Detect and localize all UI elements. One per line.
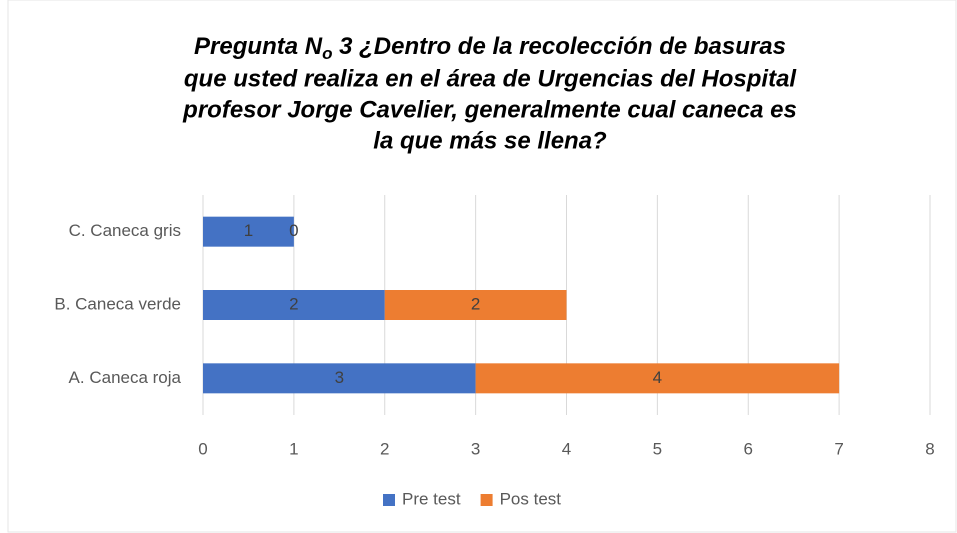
bar-segment (384, 290, 567, 320)
x-tick-label: 6 (744, 439, 753, 458)
legend-label: Pre test (402, 489, 461, 508)
data-label: 3 (335, 368, 344, 387)
x-tick-label: 5 (653, 439, 662, 458)
title-subscript: o (322, 44, 332, 63)
x-tick-label: 0 (198, 439, 207, 458)
chart-title: que usted realiza en el área de Urgencia… (184, 65, 798, 92)
chart-title: la que más se llena? (373, 127, 607, 154)
chart-title: profesor Jorge Cavelier, generalmente cu… (182, 96, 797, 123)
legend-swatch (383, 494, 395, 506)
data-label: 2 (471, 294, 480, 313)
x-tick-label: 7 (834, 439, 843, 458)
title-part: Pregunta N (194, 33, 323, 60)
chart-title: Pregunta No 3 ¿Dentro de la recolección … (194, 33, 786, 63)
bar-segment (203, 290, 385, 320)
data-label: 1 (244, 221, 253, 240)
data-label: 2 (289, 294, 298, 313)
y-tick-label: C. Caneca gris (69, 221, 181, 240)
data-label: 4 (653, 368, 662, 387)
x-tick-label: 3 (471, 439, 480, 458)
y-tick-label: B. Caneca verde (54, 294, 181, 313)
chart-border (7, 0, 957, 533)
legend-label: Pos test (500, 489, 562, 508)
x-tick-label: 2 (380, 439, 389, 458)
bar-segment (203, 216, 294, 247)
x-tick-label: 8 (925, 439, 934, 458)
title-part: 3 ¿Dentro de la recolección de basuras (332, 33, 786, 60)
y-tick-label: A. Caneca roja (69, 368, 182, 387)
legend-swatch (480, 494, 493, 506)
data-label: 0 (289, 221, 298, 240)
x-tick-label: 1 (289, 439, 298, 458)
x-tick-label: 4 (562, 439, 571, 458)
bar-segment (203, 363, 476, 394)
bar-segment (475, 363, 840, 394)
